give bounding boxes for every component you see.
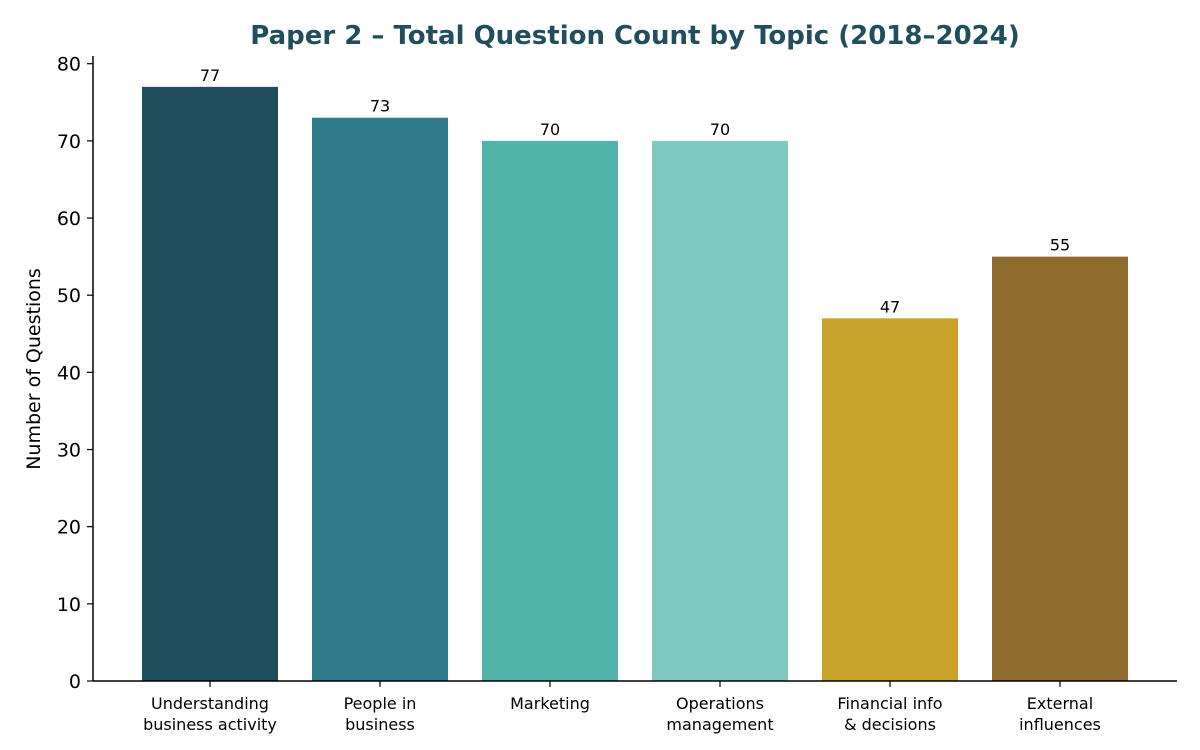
y-tick-label-0: 0 [69, 671, 81, 693]
x-tick-label-line: business [345, 715, 415, 734]
y-tick-label-30: 30 [57, 440, 81, 462]
data-label-4: 70 [710, 120, 730, 139]
x-tick-label-line: influences [1019, 715, 1101, 734]
x-tick-label-line: Financial info [837, 694, 942, 713]
bar-4 [652, 140, 788, 682]
bar-2 [312, 117, 448, 681]
y-axis-ticks: 0 10 20 30 40 50 60 70 80 [57, 54, 93, 693]
bar-5 [822, 318, 958, 681]
y-tick-label-40: 40 [57, 362, 81, 384]
y-axis-label: Number of Questions [23, 268, 45, 470]
x-tick-label-line: business activity [143, 715, 277, 734]
x-tick-label-1: Understanding business activity [143, 694, 277, 734]
bars-group [142, 86, 1128, 682]
data-label-3: 70 [540, 120, 560, 139]
bar-6 [992, 256, 1128, 681]
chart-title: Paper 2 – Total Question Count by Topic … [250, 21, 1019, 51]
x-tick-label-line: & decisions [844, 715, 936, 734]
data-label-1: 77 [200, 66, 220, 85]
x-tick-label-line: management [666, 715, 773, 734]
x-tick-label-line: People in [344, 694, 417, 713]
y-tick-label-20: 20 [57, 517, 81, 539]
data-label-2: 73 [370, 97, 390, 116]
y-tick-label-50: 50 [57, 285, 81, 307]
x-tick-label-3: Marketing [510, 694, 590, 713]
x-tick-label-line: Operations [676, 694, 764, 713]
x-tick-label-line: Understanding [151, 694, 269, 713]
x-tick-label-6: External influences [1019, 694, 1101, 734]
y-tick-label-70: 70 [57, 131, 81, 153]
x-axis-ticks: Understanding business activity People in b… [143, 681, 1101, 734]
x-tick-label-5: Financial info & decisions [837, 694, 942, 734]
y-tick-label-60: 60 [57, 208, 81, 230]
y-tick-label-80: 80 [57, 54, 81, 76]
data-label-6: 55 [1050, 236, 1070, 255]
x-tick-label-2: People in business [344, 694, 417, 734]
x-tick-label-line: Marketing [510, 694, 590, 713]
bar-3 [482, 140, 618, 682]
x-tick-label-line: External [1027, 694, 1093, 713]
data-labels-group: 77 73 70 70 47 55 [200, 66, 1070, 316]
x-tick-label-4: Operations management [666, 694, 773, 734]
bar-1 [142, 86, 278, 681]
data-label-5: 47 [880, 297, 900, 316]
y-tick-label-10: 10 [57, 594, 81, 616]
